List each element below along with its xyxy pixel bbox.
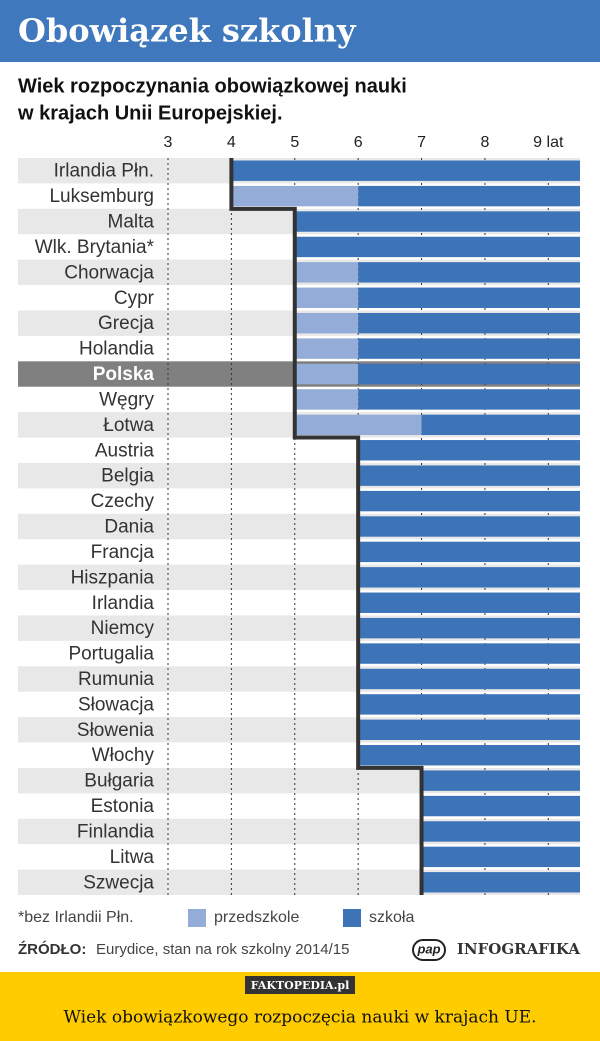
category-label: Hiszpania [71,567,155,588]
source-label: ŹRÓDŁO: [18,940,86,958]
source-text: Eurydice, stan na rok szkolny 2014/15 [96,941,349,958]
preschool-bar [294,389,359,410]
x-tick-label: 6 [354,134,363,151]
school-bar [358,312,580,334]
category-label: Słowenia [77,720,155,741]
x-tick-label: 3 [164,134,173,151]
category-label: Irlandia Płn. [54,161,154,182]
legend-swatch [188,909,206,927]
category-label: Holandia [79,339,154,360]
school-bar [358,592,580,613]
category-label: Węgry [99,389,154,410]
category-label: Grecja [98,313,154,334]
category-label: Luksemburg [49,186,154,207]
x-tick-label: 8 [480,134,489,151]
legend-label: przedszkole [214,909,299,926]
school-bar [358,694,580,715]
x-tick-label: 4 [227,134,236,151]
footnote: *bez Irlandii Płn. [18,909,134,926]
school-bar [358,745,580,766]
watermark-box [245,976,355,994]
school-bar [358,643,580,664]
category-label: Polska [93,364,155,385]
header-band [0,0,600,62]
legend-swatch [343,909,361,927]
category-label: Austria [95,440,155,461]
school-bar [421,770,580,791]
category-label: Irlandia [92,593,155,614]
plot: 3 4 5 6 7 8 9 lat Irlandia Płn. Luksemburg Malta W… [18,134,580,895]
chart-title: Obowiązek szkolny [18,12,357,50]
preschool-bar [231,185,359,207]
school-bar [358,363,580,385]
preschool-bar [294,338,359,359]
school-bar [358,719,580,741]
preschool-bar [294,363,359,385]
category-label: Litwa [110,847,155,868]
watermark: FAKTOPEDIA.pl [251,979,350,992]
school-bar [358,617,580,639]
school-bar [421,795,580,817]
school-bar [358,567,580,588]
category-label: Szwecja [83,872,154,893]
category-label: Rumunia [78,669,154,690]
category-label: Wlk. Brytania* [35,237,155,258]
category-label: Chorwacja [64,262,154,283]
x-tick-label: 7 [417,134,426,151]
school-bar [358,262,580,283]
school-bar [421,414,580,436]
school-bar [358,185,580,207]
category-label: Niemcy [91,618,155,639]
x-tick-label: 9 lat [533,134,564,151]
school-bar [421,872,580,893]
preschool-bar [294,414,422,436]
school-bar [358,440,580,461]
subtitle: w krajach Unii Europejskiej. [17,102,283,124]
category-label: Dania [104,517,154,538]
subtitle: Wiek rozpoczynania obowiązkowej nauki [18,75,407,97]
category-label: Francja [91,542,155,563]
logo-frame [412,939,446,961]
logo: pap [416,941,440,956]
school-bar [358,668,580,690]
category-label: Włochy [92,745,155,766]
category-label: Słowacja [78,694,154,715]
school-bar [294,211,580,232]
category-label: Łotwa [103,415,154,436]
school-bar [358,338,580,359]
x-tick-label: 5 [290,134,299,151]
category-label: Malta [108,212,155,233]
school-bar [358,516,580,537]
category-label: Belgia [101,466,154,487]
school-bar [421,821,580,842]
category-label: Cypr [114,288,155,309]
school-bar [358,287,580,308]
preschool-bar [294,262,359,283]
start-boundary [229,158,424,895]
brand: INFOGRAFIKA [457,940,580,958]
category-label: Bułgaria [84,771,154,792]
school-bar [421,846,580,868]
category-label: Finlandia [77,821,155,842]
preschool-bar [294,287,359,308]
school-bar [358,490,580,512]
category-label: Czechy [91,491,155,512]
category-label: Portugalia [68,644,154,665]
school-bar [294,236,580,258]
caption: Wiek obowiązkowego rozpoczęcia nauki w k… [63,1008,536,1028]
school-bar [358,389,580,410]
school-bar [231,160,580,181]
school-bar [358,465,580,486]
preschool-bar [294,312,359,334]
category-label: Estonia [91,796,155,817]
school-bar [358,541,580,563]
legend-label: szkoła [369,909,414,926]
